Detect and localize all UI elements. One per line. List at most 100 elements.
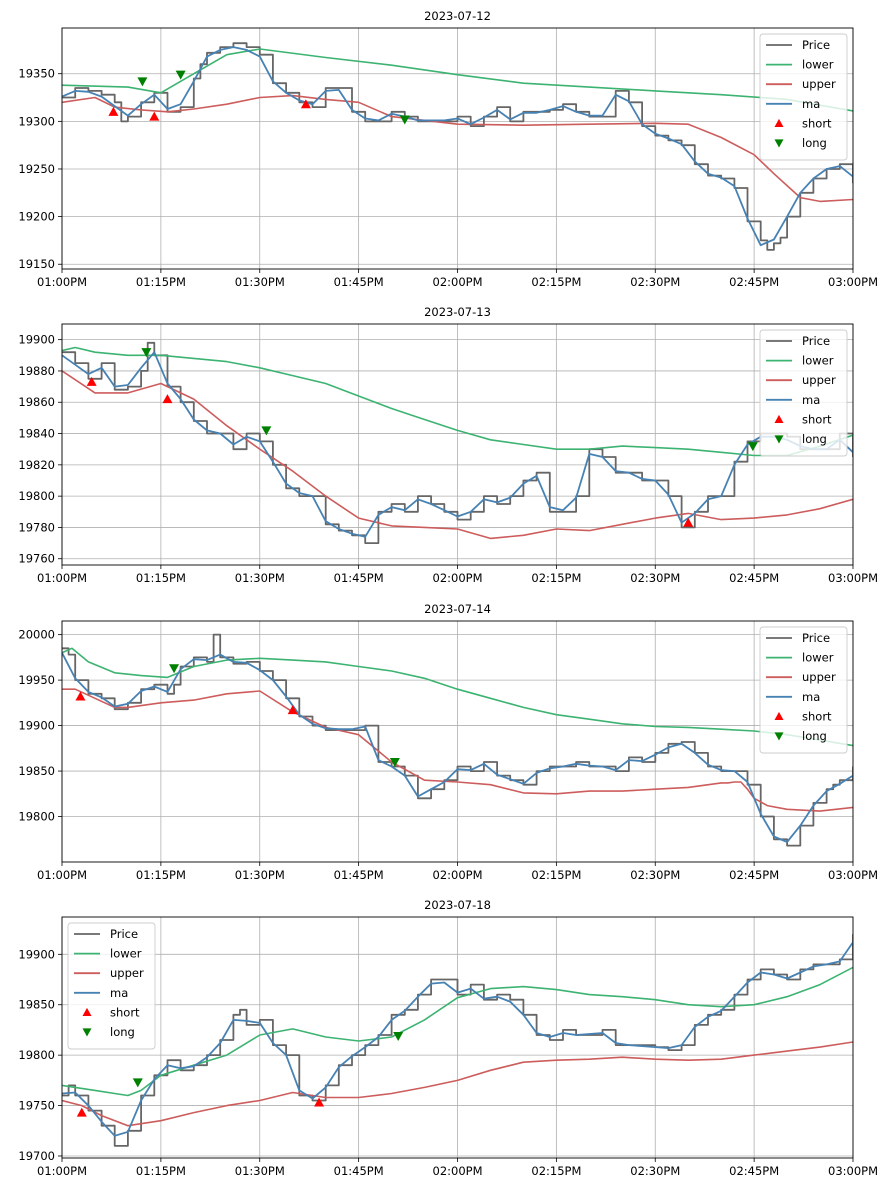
legend-swatch-long: [82, 1028, 92, 1037]
x-tick-label: 02:15PM: [531, 868, 581, 882]
x-tick-label: 02:45PM: [729, 868, 779, 882]
x-tick-label: 03:00PM: [828, 1164, 878, 1178]
legend-swatch-long: [774, 732, 784, 741]
short-marker: [75, 691, 86, 701]
short-marker: [108, 106, 119, 116]
series-line-upper: [62, 94, 853, 203]
x-tick-label: 02:30PM: [630, 571, 680, 585]
short-marker: [86, 376, 97, 386]
long-marker: [132, 1078, 143, 1088]
long-marker: [141, 348, 152, 358]
legend-label-ma: ma: [110, 986, 128, 1000]
series-line-ma: [62, 46, 853, 247]
y-tick-label: 19780: [18, 520, 55, 534]
legend-label-ma: ma: [802, 690, 820, 704]
legend-label-price: Price: [802, 631, 830, 645]
x-tick-label: 02:15PM: [531, 275, 581, 289]
legend-label-lower: lower: [802, 58, 834, 72]
series-line-ma: [62, 351, 853, 538]
legend-swatch-short: [774, 711, 784, 720]
short-marker: [683, 517, 694, 527]
axes-frame: [61, 916, 854, 1159]
short-marker: [149, 111, 160, 121]
long-marker: [261, 426, 272, 436]
chart-panel-4: 2023-07-18 01:00PM 01:15PM 01:30PM 01:45PM 02…: [18, 898, 878, 1178]
y-tick-label: 19250: [18, 162, 55, 176]
x-tick-label: 02:00PM: [433, 275, 483, 289]
y-tick-label: 19300: [18, 114, 55, 128]
chart-title: 2023-07-13: [424, 305, 491, 319]
legend-label-short: short: [110, 1005, 140, 1019]
x-tick-label: 02:00PM: [433, 1164, 483, 1178]
legend-swatch-short: [774, 118, 784, 127]
legend: Price lower upper ma short long: [759, 33, 848, 161]
y-tick-label: 19900: [18, 333, 55, 347]
legend-swatch-short: [774, 414, 784, 423]
chart-panel-3: 2023-07-14 01:00PM 01:15PM 01:30PM 01:45PM 02…: [18, 602, 878, 882]
x-tick-label: 01:15PM: [136, 571, 186, 585]
y-tick-label: 19800: [18, 1048, 55, 1062]
series-line-lower: [62, 647, 853, 747]
x-tick-label: 02:45PM: [729, 1164, 779, 1178]
legend-box: [67, 922, 156, 1050]
long-marker: [393, 1031, 404, 1041]
x-tick-label: 01:00PM: [37, 571, 87, 585]
series-line-lower: [62, 346, 853, 457]
x-tick-label: 02:00PM: [433, 571, 483, 585]
x-tick-label: 01:00PM: [37, 868, 87, 882]
x-tick-label: 02:45PM: [729, 275, 779, 289]
chart-title: 2023-07-14: [424, 602, 491, 616]
legend-swatch-long: [774, 139, 784, 148]
legend-label-price: Price: [110, 927, 138, 941]
legend-swatch-short: [82, 1007, 92, 1016]
legend-label-price: Price: [802, 38, 830, 52]
y-tick-label: 19900: [18, 719, 55, 733]
x-tick-label: 01:45PM: [334, 868, 384, 882]
x-tick-label: 02:15PM: [531, 1164, 581, 1178]
long-marker: [747, 442, 758, 452]
x-tick-label: 02:30PM: [630, 275, 680, 289]
legend-label-short: short: [802, 116, 832, 130]
y-tick-label: 19850: [18, 764, 55, 778]
long-marker: [169, 664, 180, 674]
x-tick-label: 01:00PM: [37, 275, 87, 289]
short-marker: [300, 99, 311, 109]
legend-label-upper: upper: [802, 373, 836, 387]
legend-label-lower: lower: [802, 354, 834, 368]
x-tick-label: 01:30PM: [235, 571, 285, 585]
legend-label-upper: upper: [110, 966, 144, 980]
series-line-upper: [62, 688, 853, 812]
y-tick-label: 19880: [18, 364, 55, 378]
legend-label-long: long: [110, 1025, 135, 1039]
legend-box: [759, 626, 848, 754]
y-tick-label: 19800: [18, 810, 55, 824]
legend: Price lower upper ma short long: [759, 329, 848, 457]
x-tick-label: 02:45PM: [729, 571, 779, 585]
axes-frame: [61, 323, 854, 566]
x-tick-label: 02:30PM: [630, 868, 680, 882]
legend: Price lower upper ma short long: [759, 626, 848, 754]
long-marker: [399, 115, 410, 125]
x-tick-label: 02:00PM: [433, 868, 483, 882]
x-tick-label: 02:15PM: [531, 571, 581, 585]
series-line-upper: [62, 370, 853, 540]
y-tick-label: 19860: [18, 395, 55, 409]
legend-label-upper: upper: [802, 670, 836, 684]
long-marker: [137, 77, 148, 87]
series-line-upper: [62, 1041, 853, 1127]
series-line-price: [62, 341, 853, 544]
legend-label-price: Price: [802, 334, 830, 348]
y-tick-label: 19760: [18, 552, 55, 566]
y-tick-label: 19750: [18, 1099, 55, 1113]
x-tick-label: 01:00PM: [37, 1164, 87, 1178]
series-line-ma: [62, 941, 853, 1137]
x-tick-label: 01:45PM: [334, 275, 384, 289]
legend-label-long: long: [802, 136, 827, 150]
series-line-ma: [62, 652, 853, 843]
legend-label-long: long: [802, 729, 827, 743]
y-tick-label: 19150: [18, 257, 55, 271]
y-tick-label: 19200: [18, 210, 55, 224]
y-tick-label: 19850: [18, 998, 55, 1012]
chart-panel-2: 2023-07-13 01:00PM 01:15PM 01:30PM 01:45PM 02…: [18, 305, 878, 585]
